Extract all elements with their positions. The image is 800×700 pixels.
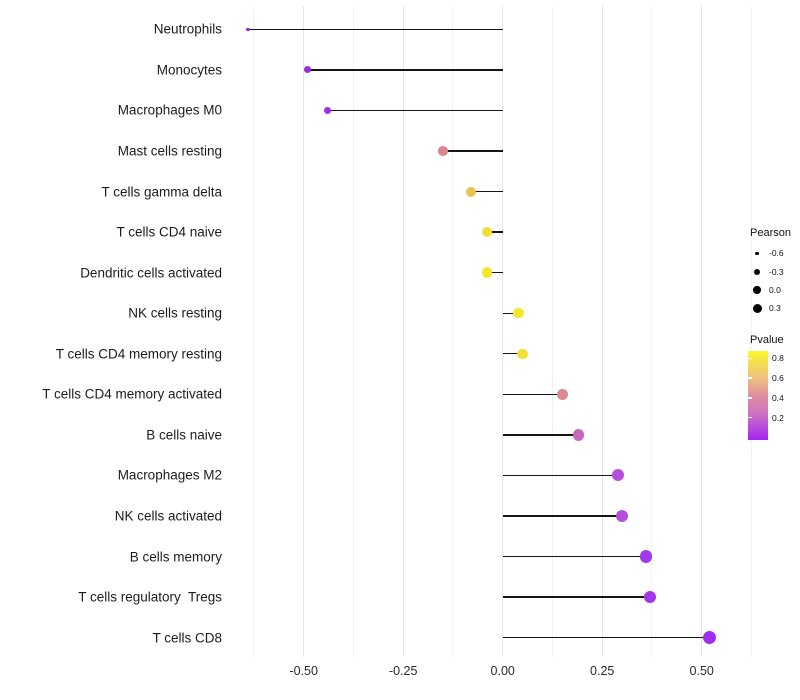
category-label: T cells CD4 memory activated [42,386,222,402]
size-legend-dot [754,268,760,275]
color-legend-title: Pvalue [750,334,784,346]
size-legend-label: -0.6 [769,248,784,259]
color-legend-tick [748,397,752,399]
lollipop-stem [443,150,503,152]
category-label: Monocytes [156,62,222,78]
size-legend-label: -0.3 [769,266,784,277]
lollipop-dot [481,267,493,278]
lollipop-stem [470,190,503,193]
x-axis-tick-label: 0.50 [689,664,714,678]
color-legend-tick [748,416,752,419]
major-gridline [601,6,603,657]
lollipop-dot [643,590,657,604]
minor-gridline [253,6,255,657]
lollipop-dot [556,388,568,400]
lollipop-stem [486,272,503,274]
color-legend-label: 0.2 [772,412,784,423]
lollipop-dot [323,106,332,115]
size-legend-dot [752,303,762,313]
x-axis-tick-label: -0.50 [289,664,318,678]
major-gridline [402,6,404,657]
category-label: B cells memory [129,548,222,564]
category-label: Macrophages M2 [117,467,222,483]
lollipop-dot [304,66,312,74]
category-label: Mast cells resting [117,143,222,159]
category-label: T cells CD8 [152,629,222,645]
size-legend-dot [755,251,759,256]
lollipop-stem [502,312,519,314]
lollipop-stem [502,474,619,477]
lollipop-stem [247,28,503,30]
size-legend-label: 0.0 [769,284,781,295]
lollipop-stem [502,434,579,436]
size-legend-dot [753,286,761,294]
lollipop-stem [502,515,623,517]
major-gridline [502,6,504,657]
minor-gridline [750,6,752,657]
lollipop-dot [616,510,629,523]
lollipop-dot [481,227,492,238]
category-label: Neutrophils [153,21,222,37]
color-legend-tick [748,377,752,379]
lollipop-dot [513,307,524,319]
category-label: Macrophages M0 [117,102,222,118]
lollipop-dot [465,186,476,197]
minor-gridline [651,6,653,657]
category-label: T cells regulatory Tregs [78,589,222,605]
color-legend-label: 0.6 [772,372,784,383]
minor-gridline [551,6,553,657]
category-label: B cells naive [146,427,222,443]
lollipop-dot [246,27,250,32]
size-legend-title: Pearson [750,227,791,239]
minor-gridline [352,6,354,657]
lollipop-stem [307,69,503,71]
color-legend-tick [748,357,752,360]
lollipop-stem [502,393,563,395]
category-label: T cells CD4 memory resting [55,346,222,362]
lollipop-stem [486,231,503,233]
lollipop-stem [502,353,523,355]
lollipop-stem [502,637,710,639]
lollipop-dot [639,550,653,563]
size-legend-label: 0.3 [769,302,781,313]
lollipop-dot [517,348,528,360]
major-gridline [303,6,305,657]
category-label: NK cells resting [128,305,222,321]
major-gridline [701,6,703,657]
lollipop-stem [327,109,503,112]
category-label: NK cells activated [114,508,222,524]
category-label: T cells CD4 naive [116,224,222,240]
lollipop-dot [438,146,448,156]
category-label: T cells gamma delta [101,183,222,199]
lollipop-dot [702,630,717,645]
lollipop-stem [502,596,650,598]
x-axis-tick-label: 0.25 [590,664,615,678]
color-legend-label: 0.8 [772,353,784,364]
lollipop-dot [572,429,585,441]
category-label: Dendritic cells activated [80,264,222,280]
lollipop-dot [612,469,625,482]
x-axis-tick-label: 0.00 [490,664,515,678]
lollipop-stem [502,555,646,558]
color-legend-label: 0.4 [772,392,784,403]
minor-gridline [452,6,454,657]
x-axis-tick-label: -0.25 [388,664,418,678]
pvalue-gradient-bar [748,351,768,440]
